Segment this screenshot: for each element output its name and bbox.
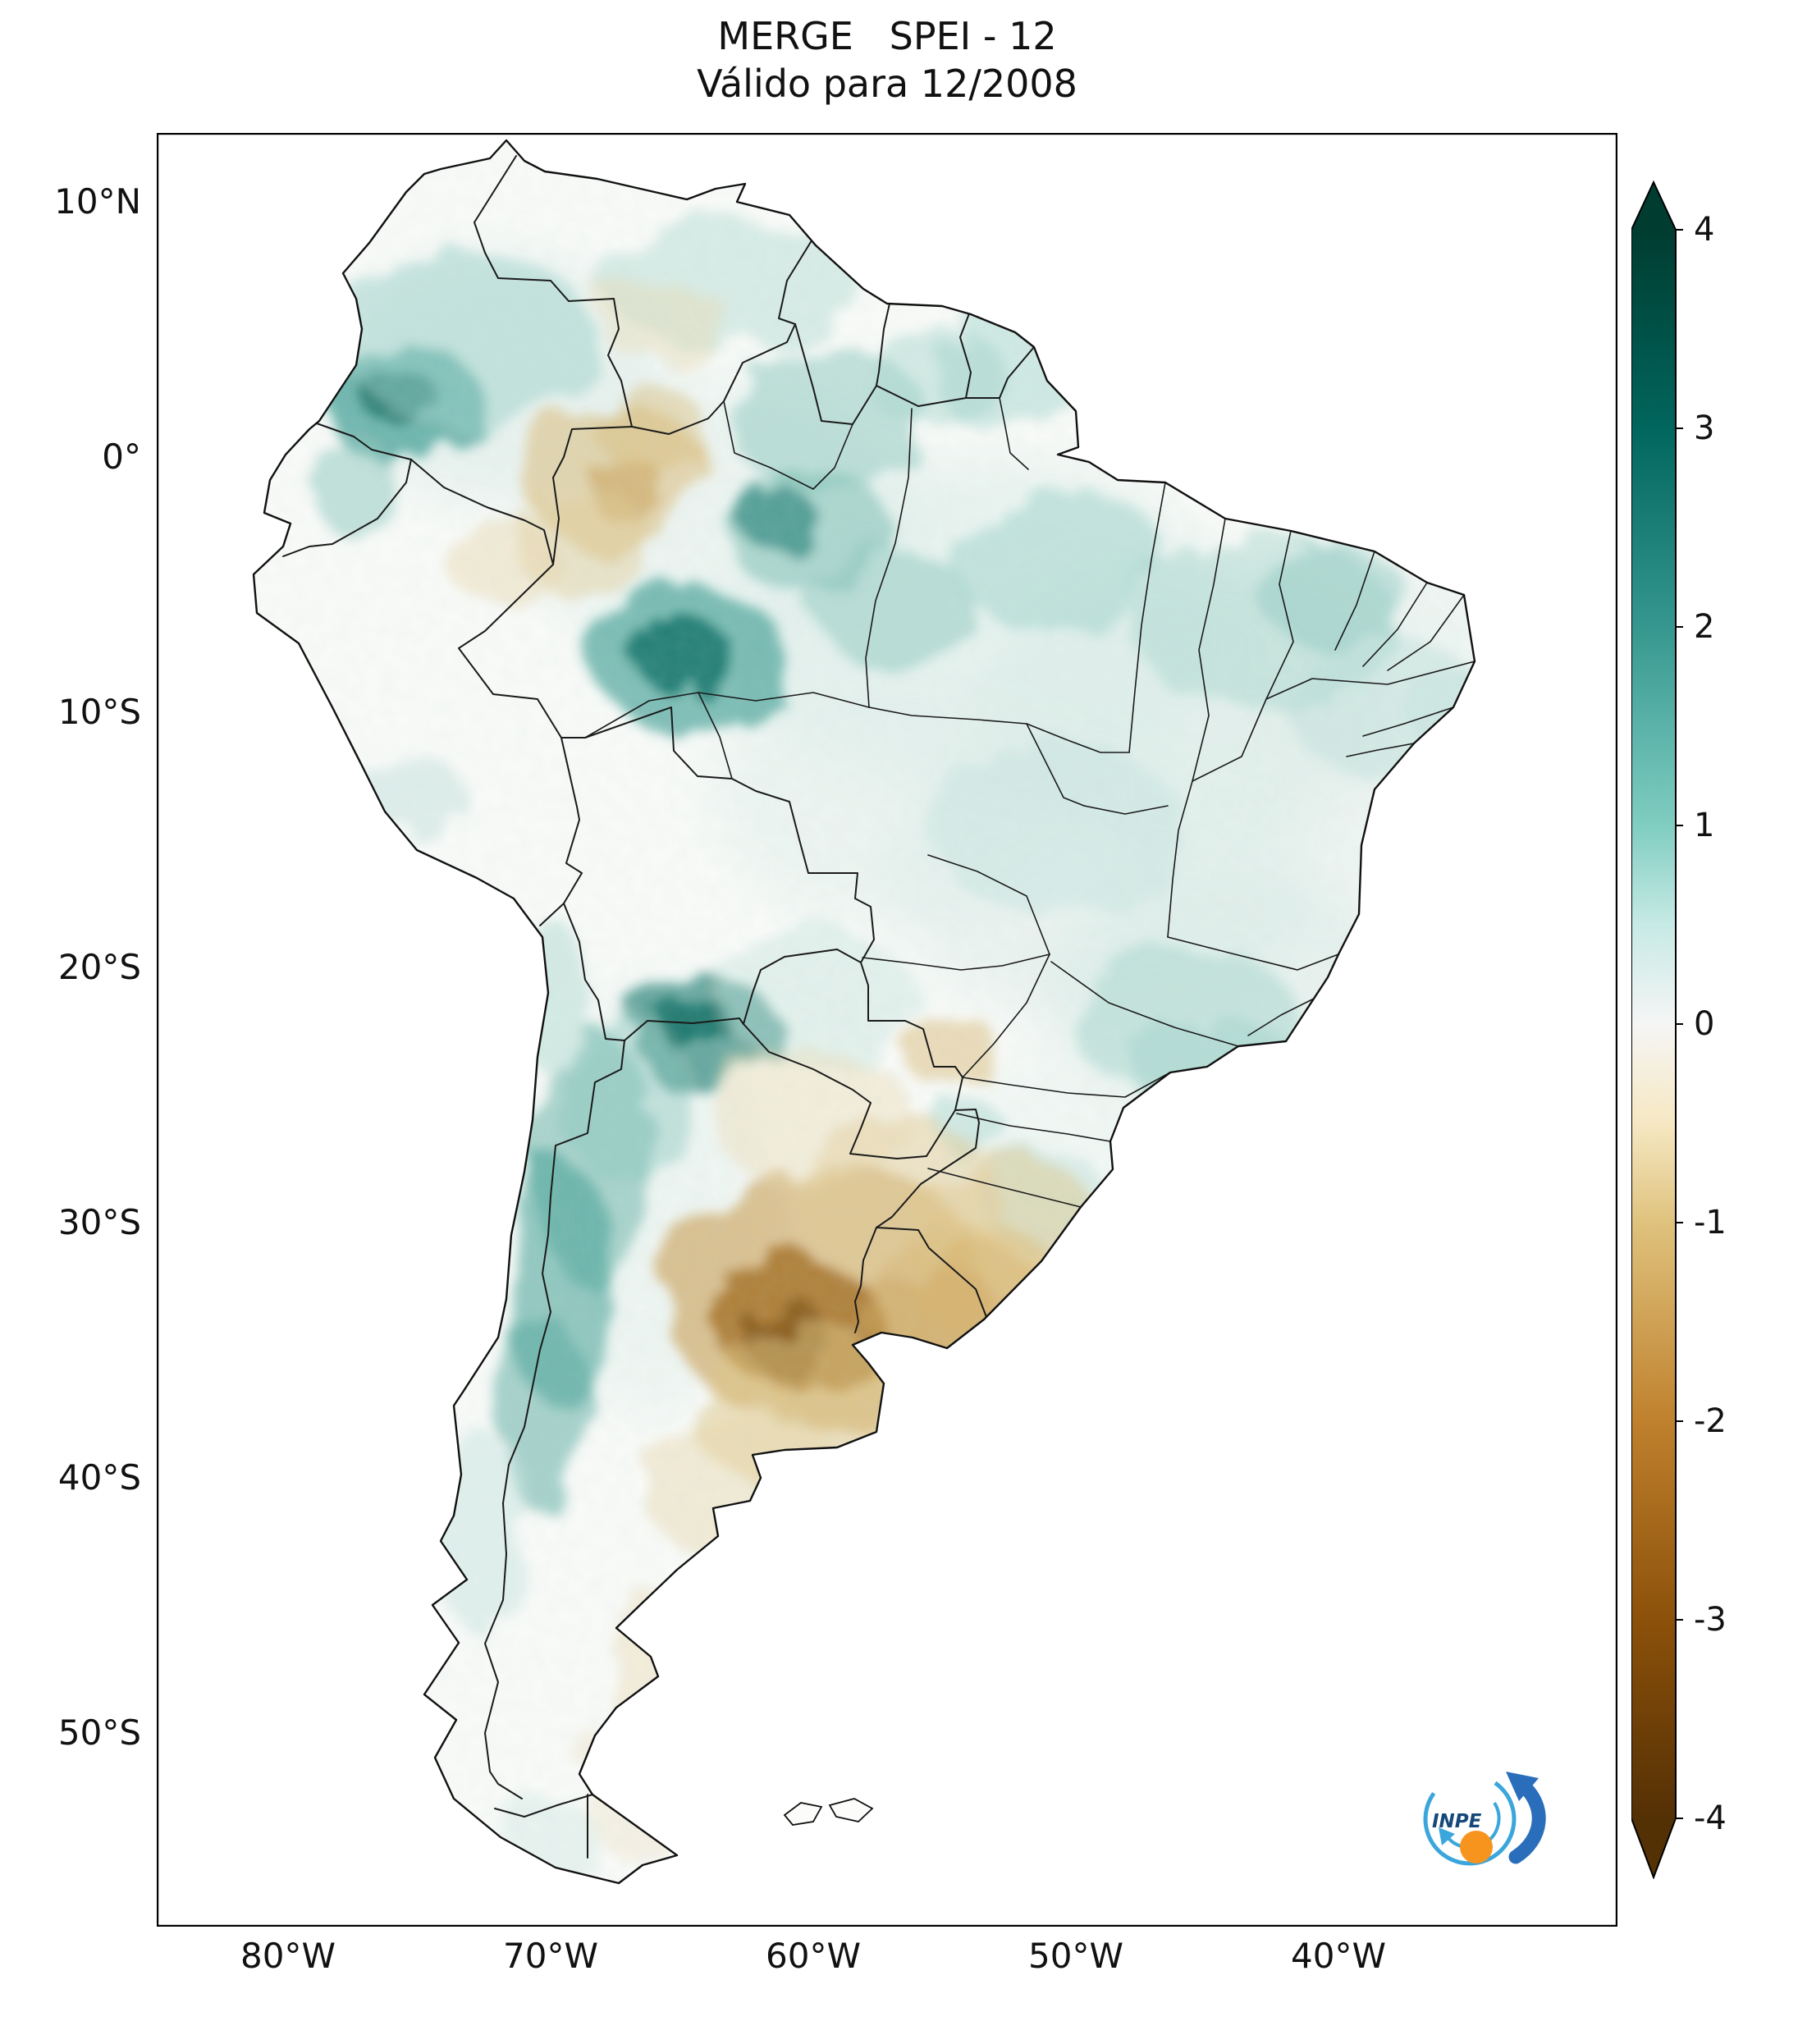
inpe-arrow-head (1506, 1772, 1539, 1801)
lon-tick-50w: 50°W (1028, 1936, 1123, 1976)
lon-tick-40w: 40°W (1291, 1936, 1386, 1976)
coastline (252, 139, 1476, 1885)
lat-tick-30s: 30°S (57, 1202, 141, 1242)
cbar-tick-m1: -1 (1694, 1204, 1727, 1241)
cbar-tick-m2: -2 (1694, 1402, 1727, 1440)
lat-tick-20s: 20°S (57, 947, 141, 987)
map-canvas: INPE (157, 133, 1617, 1927)
inpe-swirl-outer (1423, 1772, 1517, 1866)
inpe-orange-dot (1460, 1831, 1493, 1863)
cbar-tick-2: 2 (1694, 608, 1715, 646)
cbar-tick-m3: -3 (1694, 1601, 1727, 1639)
lat-tick-0: 0° (102, 437, 141, 477)
lon-tick-70w: 70°W (503, 1936, 598, 1976)
falkland-islands (783, 1798, 874, 1826)
figure-title: MERGE SPEI - 12 (717, 14, 1057, 58)
lat-tick-10s: 10°S (57, 692, 141, 732)
lat-tick-40s: 40°S (57, 1457, 141, 1498)
figure-subtitle: Válido para 12/2008 (697, 62, 1077, 106)
cbar-tick-4: 4 (1694, 211, 1715, 249)
inpe-logo-text: INPE (1432, 1811, 1482, 1832)
colorbar-gradient-bar (1631, 181, 1677, 1879)
colorbar-tick-marks (1676, 229, 1683, 1819)
raster-grain-texture (254, 140, 1475, 1883)
cbar-tick-3: 3 (1694, 409, 1715, 447)
map-frame (157, 133, 1617, 1927)
lat-tick-10n: 10°N (54, 181, 141, 222)
lat-tick-50s: 50°S (57, 1712, 141, 1753)
spei-field (254, 140, 1475, 1883)
state-borders (584, 397, 1475, 1208)
lon-tick-80w: 80°W (240, 1936, 336, 1976)
inpe-swirl-arrowhead (1439, 1827, 1455, 1845)
cbar-tick-0: 0 (1694, 1005, 1715, 1043)
inpe-arrow (1508, 1777, 1546, 1864)
country-borders (282, 155, 1035, 1859)
cbar-tick-1: 1 (1694, 807, 1715, 844)
inpe-logo: INPE (1423, 1772, 1546, 1866)
lon-tick-60w: 60°W (766, 1936, 861, 1976)
cbar-tick-m4: -4 (1694, 1799, 1727, 1837)
colorbar (1631, 181, 1683, 1879)
